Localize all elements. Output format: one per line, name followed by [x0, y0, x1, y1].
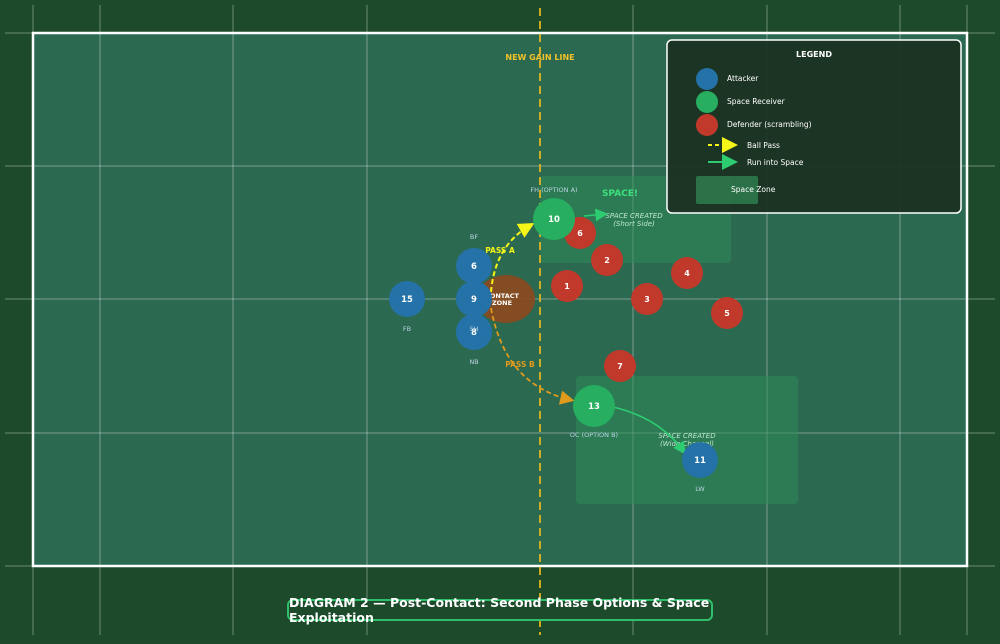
- legend-receiver-swatch: [696, 91, 718, 113]
- diagram-title: DIAGRAM 2 — Post-Contact: Second Phase O…: [287, 595, 713, 625]
- defender: 5: [711, 297, 743, 329]
- receiver-number: 13: [588, 402, 600, 412]
- legend-title: LEGEND: [796, 50, 832, 59]
- receiver-role: FH (OPTION A): [530, 186, 577, 194]
- attacker-8: 8 NB: [456, 314, 492, 366]
- diagram-title-text: DIAGRAM 2 — Post-Contact: Second Phase O…: [289, 595, 710, 625]
- defender: 4: [671, 257, 703, 289]
- attacker-role: BF: [470, 233, 478, 241]
- attacker-number: 8: [471, 328, 477, 338]
- defender: 2: [591, 244, 623, 276]
- legend-run-label: Run into Space: [747, 158, 804, 167]
- attacker-15: 15 FB: [389, 281, 425, 333]
- defender-number: 7: [617, 362, 623, 371]
- defender-number: 2: [604, 256, 610, 265]
- defender: 7: [604, 350, 636, 382]
- defender-number: 5: [724, 309, 730, 318]
- attacker-number: 9: [471, 295, 477, 305]
- pass-a-label: PASS A: [485, 246, 515, 255]
- defender: 3: [631, 283, 663, 315]
- receiver-10: 10 FH (OPTION A): [530, 186, 578, 240]
- defender-number: 6: [577, 229, 583, 238]
- pass-b-arrow: [490, 307, 575, 405]
- legend-attacker-label: Attacker: [727, 74, 759, 83]
- legend-defender-swatch: [696, 114, 718, 136]
- pass-a-arrow: [490, 223, 535, 293]
- attacker-9: 9 SH: [456, 281, 492, 333]
- legend-attacker-swatch: [696, 68, 718, 90]
- attacker-role: NB: [469, 358, 478, 366]
- defender: 1: [551, 270, 583, 302]
- legend-receiver-label: Space Receiver: [727, 97, 786, 106]
- space-short-label-1: SPACE CREATED: [605, 212, 663, 220]
- space-wide-label-1: SPACE CREATED: [658, 432, 716, 440]
- attacker-role: FB: [403, 325, 411, 333]
- pitch-border: [31, 31, 969, 568]
- receiver-role: OC (OPTION B): [570, 431, 618, 439]
- space-wide-label-2: (Wide Channel): [660, 440, 714, 448]
- defender-number: 1: [564, 282, 570, 291]
- attacker-6: 6 BF: [456, 233, 492, 284]
- gain-line-label: NEW GAIN LINE: [505, 53, 574, 62]
- attacker-role: SH: [469, 325, 478, 333]
- defender-number: 3: [644, 295, 650, 304]
- attacker-role: LW: [695, 485, 705, 493]
- run-arrow-wide: [612, 406, 686, 455]
- legend: LEGEND Attacker Space Receiver Defender …: [666, 39, 962, 214]
- run-arrow-short: [583, 208, 609, 222]
- space-short-label-2: (Short Side): [613, 220, 655, 228]
- legend-zone-label: Space Zone: [731, 185, 776, 194]
- contact-zone-label-2: ZONE: [492, 299, 512, 307]
- attacker-number: 15: [401, 295, 413, 305]
- space-label: SPACE!: [602, 189, 638, 199]
- receiver-number: 10: [548, 215, 560, 225]
- legend-box: [666, 39, 962, 214]
- attacker-number: 6: [471, 262, 477, 272]
- space-zone-wide: [576, 376, 798, 504]
- attacker-number: 11: [694, 456, 706, 466]
- legend-zone-swatch: [696, 176, 758, 204]
- contact-zone-label-1: CONTACT: [485, 292, 519, 300]
- legend-defender-label: Defender (scrambling): [727, 120, 812, 129]
- defender-number: 4: [684, 269, 690, 278]
- legend-pass-label: Ball Pass: [747, 141, 780, 150]
- pass-b-label: PASS B: [505, 360, 535, 369]
- attacker-11: 11 LW: [682, 442, 718, 493]
- receiver-13: 13 OC (OPTION B): [570, 385, 618, 439]
